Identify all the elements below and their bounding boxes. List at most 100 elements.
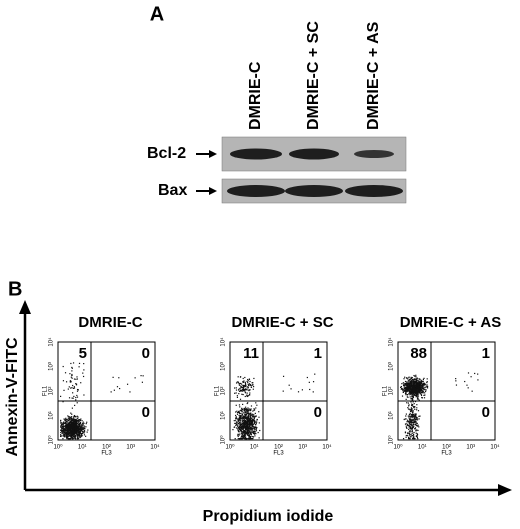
dot — [419, 384, 421, 386]
dot — [410, 408, 413, 411]
dot — [413, 425, 415, 428]
dot — [72, 436, 74, 438]
plot-title: DMRIE-C + AS — [400, 314, 502, 331]
dot — [412, 433, 415, 436]
dot — [238, 429, 240, 431]
blot-band — [345, 185, 403, 197]
dot — [246, 421, 249, 423]
dot — [72, 387, 75, 389]
dot — [409, 384, 411, 386]
dot — [247, 421, 249, 424]
dots — [400, 372, 479, 440]
dot — [253, 408, 255, 410]
dot — [418, 418, 420, 420]
dot — [241, 428, 243, 430]
dot — [413, 394, 415, 396]
dot — [414, 394, 416, 397]
dot — [477, 379, 479, 381]
dot — [70, 387, 72, 389]
dot — [76, 390, 79, 392]
dot — [417, 382, 419, 384]
dot — [417, 397, 419, 399]
dot — [79, 422, 81, 425]
dot — [72, 438, 74, 440]
dot — [411, 389, 413, 391]
dot — [62, 429, 64, 431]
dot — [417, 410, 420, 412]
dot — [259, 429, 261, 432]
tick-label: 10⁴ — [490, 444, 500, 451]
dot — [242, 416, 244, 419]
dot — [252, 431, 254, 434]
dot — [65, 426, 68, 428]
dot — [255, 415, 257, 417]
dot — [477, 373, 479, 375]
dot — [251, 427, 254, 430]
dot — [245, 408, 248, 410]
dot — [84, 428, 86, 430]
dot — [410, 387, 412, 390]
dot — [110, 391, 112, 393]
dot — [416, 394, 418, 396]
dot — [69, 434, 72, 436]
dot — [408, 382, 410, 384]
dot — [241, 419, 243, 421]
dot — [246, 426, 248, 428]
dot — [236, 410, 238, 412]
dot — [413, 438, 415, 440]
dot — [407, 436, 410, 439]
dot — [412, 396, 415, 399]
dot — [413, 389, 415, 392]
dot — [80, 428, 82, 430]
dot — [241, 424, 243, 426]
dot — [252, 388, 254, 390]
dot — [247, 427, 249, 429]
dot — [70, 362, 72, 365]
dot — [421, 384, 424, 386]
dot — [79, 430, 81, 432]
dot — [240, 429, 243, 431]
dot — [70, 419, 72, 421]
dot — [76, 394, 78, 397]
dot — [66, 436, 68, 438]
dot — [407, 407, 409, 409]
tick-label: 10³ — [466, 445, 475, 451]
dot — [415, 374, 417, 376]
dot — [243, 417, 245, 419]
dot — [410, 391, 413, 393]
dot — [422, 385, 424, 387]
dot — [73, 426, 75, 428]
dot — [407, 383, 410, 385]
tick-label: 10² — [442, 445, 451, 451]
dot — [73, 420, 75, 422]
dot — [423, 388, 425, 390]
dot — [421, 389, 423, 391]
dot — [420, 388, 422, 390]
dot — [251, 418, 253, 420]
dot — [413, 387, 415, 389]
dot — [411, 435, 413, 437]
dot — [245, 431, 247, 433]
dot — [67, 428, 70, 430]
dot — [141, 381, 143, 383]
dot — [240, 387, 242, 389]
dot — [412, 390, 414, 392]
dot — [411, 392, 413, 394]
dot — [249, 427, 251, 429]
dot — [421, 388, 423, 390]
dot — [252, 429, 254, 431]
dot — [81, 429, 83, 431]
dot — [62, 438, 64, 440]
dot — [252, 430, 254, 433]
dot — [249, 422, 252, 424]
dot — [411, 376, 413, 379]
dot — [69, 428, 71, 430]
dot — [73, 386, 75, 388]
dot — [412, 399, 414, 401]
dot — [416, 381, 418, 384]
dot — [414, 382, 416, 384]
dot — [78, 433, 81, 435]
dot — [411, 408, 413, 410]
dot — [244, 395, 246, 398]
dot — [74, 425, 76, 427]
